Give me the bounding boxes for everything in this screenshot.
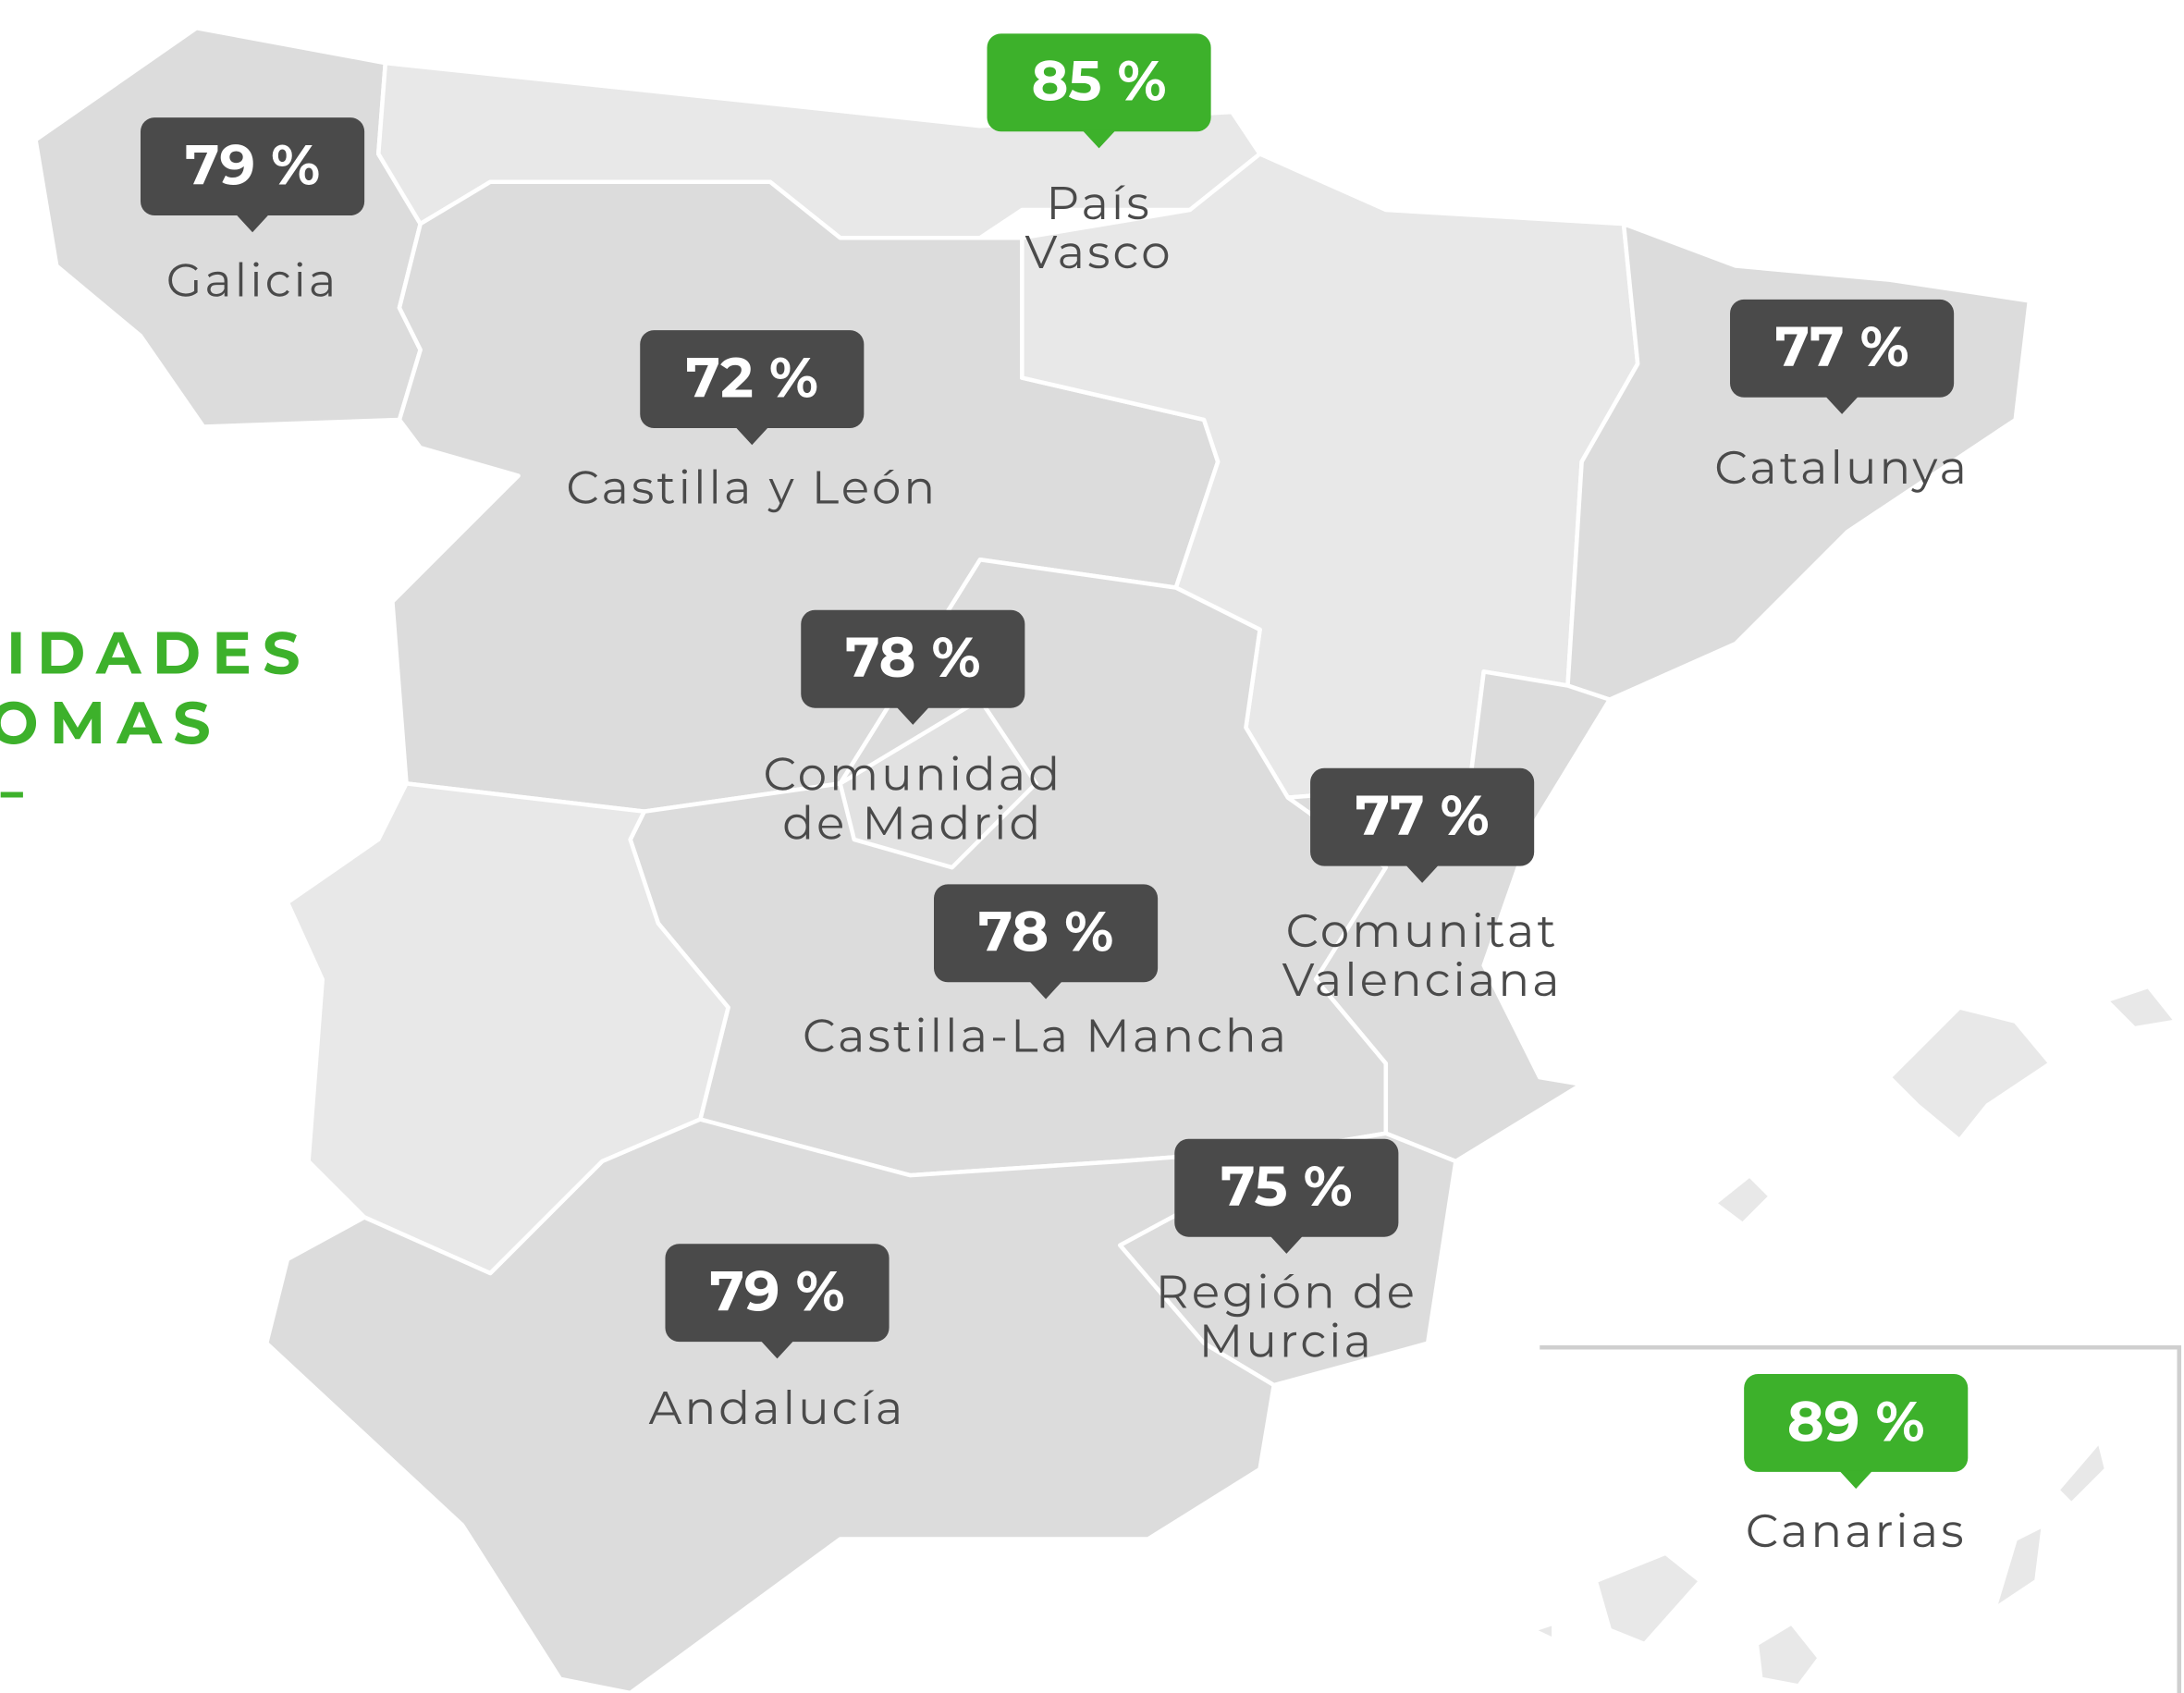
region-label: 79 % Galicia bbox=[141, 117, 365, 308]
map-title: AUTÓNOMAS bbox=[0, 686, 222, 758]
region-label: 78 % Castilla-La Mancha bbox=[803, 884, 1289, 1063]
region-name: Castilla-La Mancha bbox=[803, 1007, 1289, 1063]
value-label: 78 % bbox=[845, 623, 981, 692]
region-name: Catalunya bbox=[1714, 439, 1969, 496]
value-bubble bbox=[1310, 767, 1535, 866]
region-label: 89 % Canarias bbox=[1744, 1373, 1969, 1559]
island bbox=[2104, 984, 2179, 1031]
value-label: 75 % bbox=[1221, 1152, 1353, 1221]
region-name: de Madrid bbox=[782, 794, 1043, 851]
value-label: 72 % bbox=[686, 343, 818, 411]
island bbox=[1992, 1523, 2046, 1612]
island bbox=[2055, 1439, 2109, 1506]
island bbox=[1593, 1551, 1703, 1647]
value-bubble bbox=[640, 330, 865, 429]
value-bubble bbox=[665, 1244, 890, 1343]
region-name: Vasco bbox=[1025, 224, 1173, 280]
region-name: Galicia bbox=[166, 251, 339, 308]
value-bubble bbox=[1744, 1373, 1969, 1472]
region-name: País bbox=[1046, 175, 1151, 231]
region-name: Castilla y León bbox=[566, 459, 938, 515]
island bbox=[1712, 1172, 1773, 1227]
island bbox=[1887, 1005, 2053, 1143]
region-label: 79 % Andalucía bbox=[649, 1244, 906, 1436]
value-bubble bbox=[934, 884, 1159, 983]
value-label: 77 % bbox=[1774, 313, 1908, 381]
value-label: 79 % bbox=[185, 130, 320, 199]
bubble-pointer bbox=[896, 706, 930, 725]
region-name: Canarias bbox=[1746, 1503, 1967, 1559]
region-shape bbox=[33, 25, 423, 429]
region-name: Comunidad bbox=[763, 745, 1062, 802]
island bbox=[1530, 1621, 1556, 1642]
map-title: COMUNIDADES bbox=[0, 616, 312, 688]
region-name: Andalucía bbox=[649, 1380, 906, 1436]
region-shape bbox=[838, 697, 1038, 870]
value-label: 78 % bbox=[978, 898, 1114, 966]
region-shape bbox=[264, 1117, 1305, 1693]
region-label: 77 % Catalunya bbox=[1714, 299, 1969, 496]
value-bubble bbox=[141, 117, 365, 216]
bubble-pointer bbox=[1839, 1470, 1873, 1490]
bubble-pointer bbox=[235, 214, 270, 233]
bubble-pointer bbox=[1082, 129, 1116, 149]
value-bubble bbox=[1174, 1138, 1399, 1237]
bubble-pointer bbox=[760, 1340, 794, 1359]
value-bubble bbox=[1730, 299, 1955, 398]
bubble-pointer bbox=[1028, 980, 1063, 1000]
region-name: Región de bbox=[1156, 1263, 1417, 1319]
region-name: Murcia bbox=[1199, 1312, 1374, 1368]
value-bubble bbox=[987, 33, 1211, 132]
value-bubble bbox=[801, 609, 1025, 708]
bubble-pointer bbox=[1405, 865, 1440, 883]
value-label: 89 % bbox=[1787, 1387, 1925, 1455]
value-label: 77 % bbox=[1355, 781, 1489, 850]
value-label: 85 % bbox=[1031, 47, 1166, 116]
bubble-pointer bbox=[735, 426, 769, 446]
region-name: Comunitat bbox=[1286, 902, 1559, 959]
bubble-pointer bbox=[1270, 1235, 1304, 1254]
bubble-pointer bbox=[1824, 396, 1859, 414]
island bbox=[1754, 1621, 1822, 1688]
region-label: 72 % Castilla y León bbox=[566, 330, 938, 515]
value-label: 79 % bbox=[709, 1257, 844, 1326]
canarias-frame bbox=[1540, 1344, 2182, 1693]
region-name: Valenciana bbox=[1282, 951, 1563, 1008]
